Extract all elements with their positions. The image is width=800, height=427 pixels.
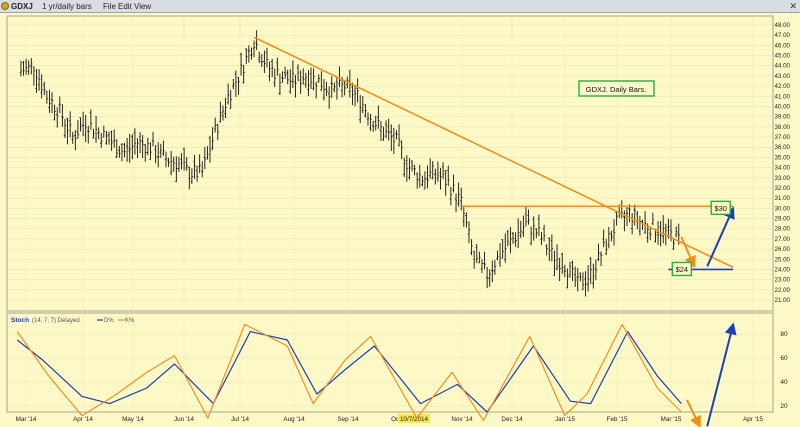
annotations: $30 $24 bbox=[671, 200, 737, 427]
x-tick-label: Jun '14 bbox=[174, 416, 195, 423]
menu-edit[interactable]: Edit bbox=[118, 2, 132, 11]
annotation-box-border bbox=[578, 80, 655, 97]
x-tick-label: Apr '14 bbox=[73, 416, 93, 423]
price-tick-label: 40.00 bbox=[775, 103, 791, 110]
symbol-label[interactable]: GDXJ bbox=[11, 2, 33, 11]
price-tick-label: 24.00 bbox=[775, 266, 791, 273]
x-tick-label: Oct bbox=[391, 416, 401, 423]
price-axis: 21.00 22.00 23.00 24.00 25.00 26.00 27.00 28.00… bbox=[775, 22, 791, 304]
price-panel-frame bbox=[6, 15, 774, 312]
price-tick-label: 38.00 bbox=[775, 124, 791, 131]
price-tick-label: 21.00 bbox=[775, 297, 791, 304]
x-tick-label: May '14 bbox=[122, 416, 144, 423]
x-tick-label: Nov '14 bbox=[451, 416, 473, 423]
price-tick-label: 22.00 bbox=[775, 287, 791, 294]
x-tick-label: Jan '15 bbox=[555, 416, 576, 423]
price-tick-label: 34.00 bbox=[775, 165, 791, 172]
x-tick-label: Jul '14 bbox=[231, 416, 250, 423]
price-tick-label: 48.00 bbox=[775, 22, 791, 29]
callout-box bbox=[671, 261, 693, 277]
x-tick-label: Mar '15 bbox=[661, 416, 682, 423]
stoch-lines bbox=[16, 323, 682, 421]
legend-k-label: K% bbox=[125, 318, 135, 324]
price-tick-label: 44.00 bbox=[775, 63, 791, 70]
price-tick-label: 31.00 bbox=[775, 195, 791, 202]
price-tick-label: 26.00 bbox=[775, 246, 791, 253]
callout-label: $30 bbox=[714, 204, 727, 213]
stoch-params: (14, 7, 7) Delayed bbox=[32, 318, 80, 324]
price-tick-label: 37.00 bbox=[775, 134, 791, 141]
legend-d-label: D% bbox=[104, 318, 114, 324]
period-label[interactable]: 1 yr/daily bars bbox=[42, 2, 92, 11]
stoch-arrow bbox=[686, 399, 701, 427]
stoch-tick-label: 60 bbox=[780, 355, 788, 362]
price-tick-label: 27.00 bbox=[775, 236, 791, 243]
x-tick-label: Sep '14 bbox=[337, 416, 359, 423]
x-tick-label: 10/7/2014 bbox=[400, 416, 429, 423]
price-tick-label: 42.00 bbox=[775, 83, 791, 90]
price-tick-label: 41.00 bbox=[775, 93, 791, 100]
price-tick-label: 39.00 bbox=[775, 114, 791, 121]
callout-label: $24 bbox=[676, 265, 689, 274]
stoch-line-k bbox=[16, 323, 682, 421]
price-tick-label: 29.00 bbox=[775, 216, 791, 223]
stoch-tick-label: 80 bbox=[780, 331, 788, 338]
price-arrow bbox=[706, 206, 735, 267]
x-tick-label: Aug '14 bbox=[283, 416, 305, 423]
menu-view[interactable]: View bbox=[134, 2, 152, 11]
price-bars bbox=[19, 30, 681, 297]
price-tick-label: 28.00 bbox=[775, 226, 791, 233]
price-tick-label: 45.00 bbox=[775, 53, 791, 60]
date-cursor-highlight bbox=[398, 414, 430, 423]
annotation-text: GDXJ. Daily Bars. bbox=[586, 85, 646, 94]
title-bar: GDXJ 1 yr/daily bars File Edit View ✕ bbox=[0, 0, 800, 13]
price-arrow bbox=[680, 236, 696, 269]
stoch-line-d bbox=[16, 331, 682, 413]
price-tick-label: 30.00 bbox=[775, 205, 791, 212]
stoch-title: Stoch bbox=[11, 317, 29, 324]
menu-file[interactable]: File bbox=[103, 2, 116, 11]
app-logo-icon bbox=[1, 2, 9, 10]
price-tick-label: 23.00 bbox=[775, 277, 791, 284]
price-tick-label: 43.00 bbox=[775, 73, 791, 80]
chart-background bbox=[0, 13, 800, 427]
trendline-downtrend bbox=[253, 36, 734, 269]
price-tick-label: 25.00 bbox=[775, 256, 791, 263]
x-tick-label: Feb '15 bbox=[607, 416, 628, 423]
price-tick-label: 36.00 bbox=[775, 144, 791, 151]
stoch-tick-label: 40 bbox=[780, 379, 788, 386]
stoch-tick-label: 20 bbox=[780, 403, 788, 410]
stoch-panel-frame bbox=[6, 312, 774, 413]
price-tick-label: 47.00 bbox=[775, 32, 791, 39]
chart-area: 21.00 22.00 23.00 24.00 25.00 26.00 27.00 28.00… bbox=[0, 13, 800, 427]
price-tick-label: 35.00 bbox=[775, 154, 791, 161]
stoch-axis: 20 40 60 80 bbox=[780, 331, 788, 410]
x-tick-label: Dec '14 bbox=[501, 416, 523, 423]
x-tick-label: Mar '14 bbox=[16, 416, 37, 423]
price-tick-label: 33.00 bbox=[775, 175, 791, 182]
stoch-arrow bbox=[706, 322, 737, 427]
annotation-box: GDXJ. Daily Bars. bbox=[578, 80, 655, 97]
callout-box bbox=[710, 200, 731, 216]
close-icon[interactable]: ✕ bbox=[789, 1, 797, 11]
x-tick-label: Apr '15 bbox=[743, 416, 763, 423]
price-tick-label: 32.00 bbox=[775, 185, 791, 192]
stoch-legend: Stoch (14, 7, 7) Delayed D% K% bbox=[11, 317, 135, 324]
price-tick-label: 46.00 bbox=[775, 42, 791, 49]
